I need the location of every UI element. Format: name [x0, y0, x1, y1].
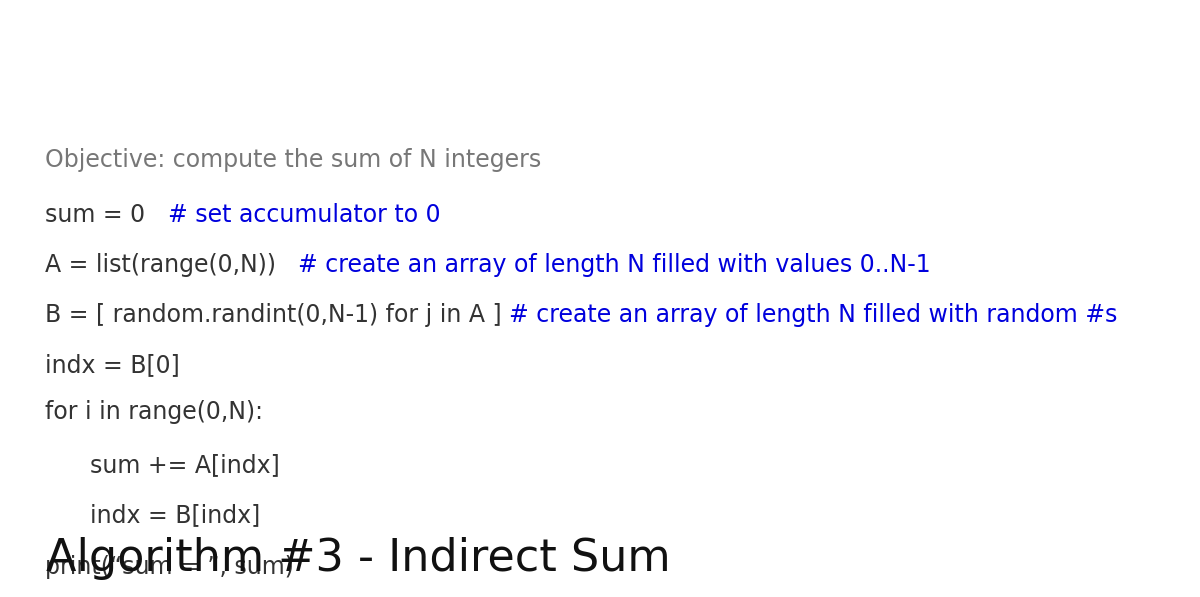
Text: A = list(range(0,N)): A = list(range(0,N)) [46, 253, 299, 277]
Text: # create an array of length N filled with random #s: # create an array of length N filled wit… [509, 303, 1117, 327]
Text: print(“sum = ”, sum): print(“sum = ”, sum) [46, 555, 294, 579]
Text: for i in range(0,N):: for i in range(0,N): [46, 400, 263, 424]
Text: indx = B[indx]: indx = B[indx] [46, 503, 260, 527]
Text: B = [ random.randint(0,N-1) for j in A ]: B = [ random.randint(0,N-1) for j in A ] [46, 303, 509, 327]
Text: sum += A[indx]: sum += A[indx] [46, 453, 280, 477]
Text: # set accumulator to 0: # set accumulator to 0 [168, 203, 440, 227]
Text: Objective: compute the sum of N integers: Objective: compute the sum of N integers [46, 148, 541, 172]
Text: # create an array of length N filled with values 0..N-1: # create an array of length N filled wit… [299, 253, 931, 277]
Text: sum = 0: sum = 0 [46, 203, 168, 227]
Text: Algorithm #3 - Indirect Sum: Algorithm #3 - Indirect Sum [46, 537, 671, 580]
Text: indx = B[0]: indx = B[0] [46, 353, 180, 377]
